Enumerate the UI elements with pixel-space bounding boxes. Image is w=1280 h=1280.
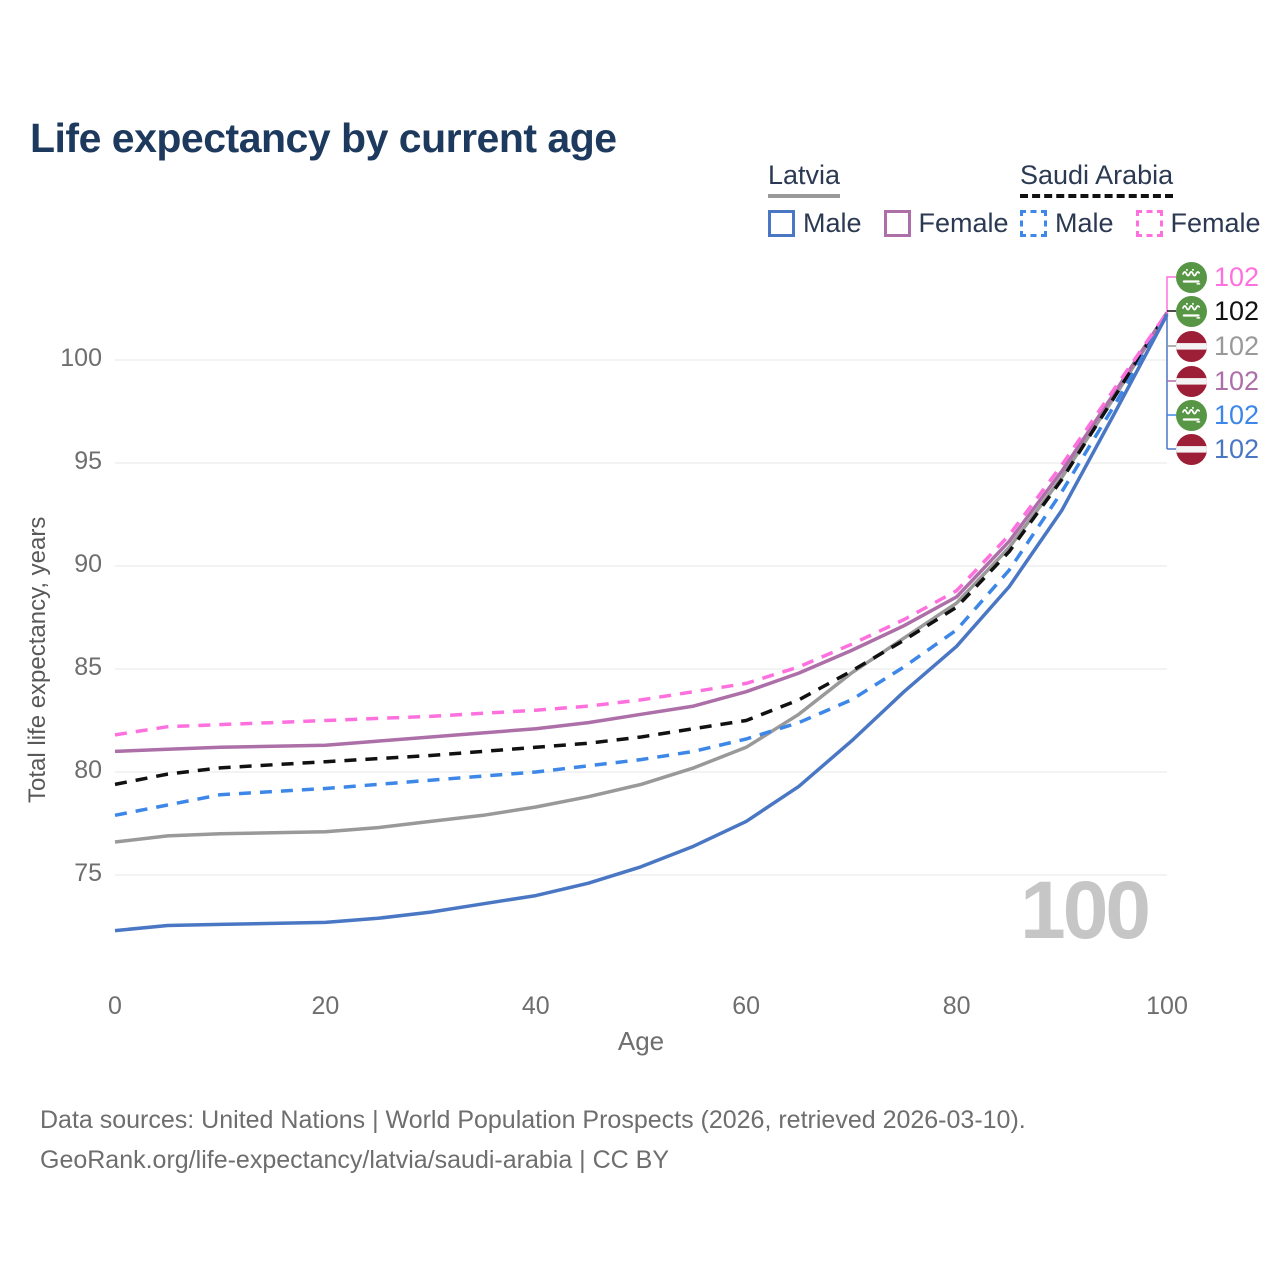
x-tick-60: 60 [732, 992, 761, 1020]
y-tick-75: 75 [74, 859, 102, 887]
latvia-flag-icon [1176, 434, 1207, 465]
y-tick-95: 95 [74, 447, 102, 475]
legend-label-latvia-female[interactable]: Female [918, 208, 1009, 238]
legend-country-latvia[interactable]: Latvia [768, 160, 841, 198]
y-tick-100: 100 [60, 344, 102, 372]
end-value-saudi-arabia-female: 102 [1214, 262, 1260, 292]
end-value-saudi-arabia-both-sexes: 102 [1214, 296, 1260, 326]
legend-swatch-saudi-male[interactable] [1020, 210, 1047, 237]
end-label-latvia-male: 102 [1176, 433, 1259, 466]
legend-label-saudi-female[interactable]: Female [1170, 208, 1261, 238]
x-tick-80: 80 [942, 992, 971, 1020]
legend-swatch-latvia-male[interactable] [768, 210, 795, 237]
end-value-latvia-both-sexes: 102 [1214, 331, 1260, 361]
x-axis-title: Age [617, 1026, 665, 1056]
series-line-latvia-male[interactable] [114, 313, 1169, 933]
end-label-saudi-arabia-female: 102 [1176, 261, 1259, 294]
footer-sources: Data sources: United Nations | World Pop… [40, 1106, 1026, 1134]
saudi-arabia-flag-icon [1176, 296, 1207, 327]
current-age-watermark: 100 [1020, 865, 1151, 956]
y-tick-90: 90 [74, 550, 102, 578]
series-line-saudi-arabia-both-sexes[interactable] [114, 311, 1169, 787]
saudi-arabia-flag-icon [1176, 400, 1207, 431]
y-tick-80: 80 [74, 756, 102, 784]
end-value-saudi-arabia-male: 102 [1214, 400, 1260, 430]
series-line-saudi-arabia-male[interactable] [114, 313, 1169, 818]
end-value-latvia-female: 102 [1214, 366, 1260, 396]
end-label-latvia-both-sexes: 102 [1176, 330, 1259, 363]
series-line-latvia-both-sexes[interactable] [114, 311, 1169, 844]
legend-swatch-latvia-female[interactable] [883, 210, 911, 237]
latvia-flag-icon [1176, 331, 1207, 362]
legend-label-latvia-male[interactable]: Male [803, 208, 862, 238]
x-tick-0: 0 [108, 992, 122, 1020]
footer: Data sources: United Nations | World Pop… [40, 1100, 1026, 1180]
y-axis-title: Total life expectancy, years [24, 516, 51, 804]
end-label-latvia-female: 102 [1176, 365, 1259, 398]
legend-group-latvia: Latvia Male Female [768, 160, 1031, 239]
footer-url: GeoRank.org/life-expectancy/latvia/saudi… [40, 1146, 670, 1174]
legend-label-saudi-male[interactable]: Male [1055, 208, 1114, 238]
end-label-saudi-arabia-male: 102 [1176, 399, 1259, 432]
x-tick-20: 20 [311, 992, 340, 1020]
legend-swatch-saudi-female[interactable] [1135, 210, 1163, 237]
legend-country-saudi-arabia[interactable]: Saudi Arabia [1020, 160, 1174, 198]
leader-line-saudi-female [1166, 276, 1176, 314]
series-line-saudi-arabia-female[interactable] [114, 311, 1169, 737]
legend-group-saudi-arabia: Saudi Arabia Male Female [1020, 160, 1280, 239]
y-tick-85: 85 [74, 653, 102, 681]
x-tick-100: 100 [1146, 992, 1188, 1020]
page-title: Life expectancy by current age [30, 115, 617, 162]
series-line-latvia-female[interactable] [114, 311, 1169, 754]
end-value-latvia-male: 102 [1214, 434, 1260, 464]
end-label-saudi-arabia-both-sexes: 102 [1176, 295, 1259, 328]
x-tick-40: 40 [521, 992, 550, 1020]
saudi-arabia-flag-icon [1176, 262, 1207, 293]
latvia-flag-icon [1176, 366, 1207, 397]
